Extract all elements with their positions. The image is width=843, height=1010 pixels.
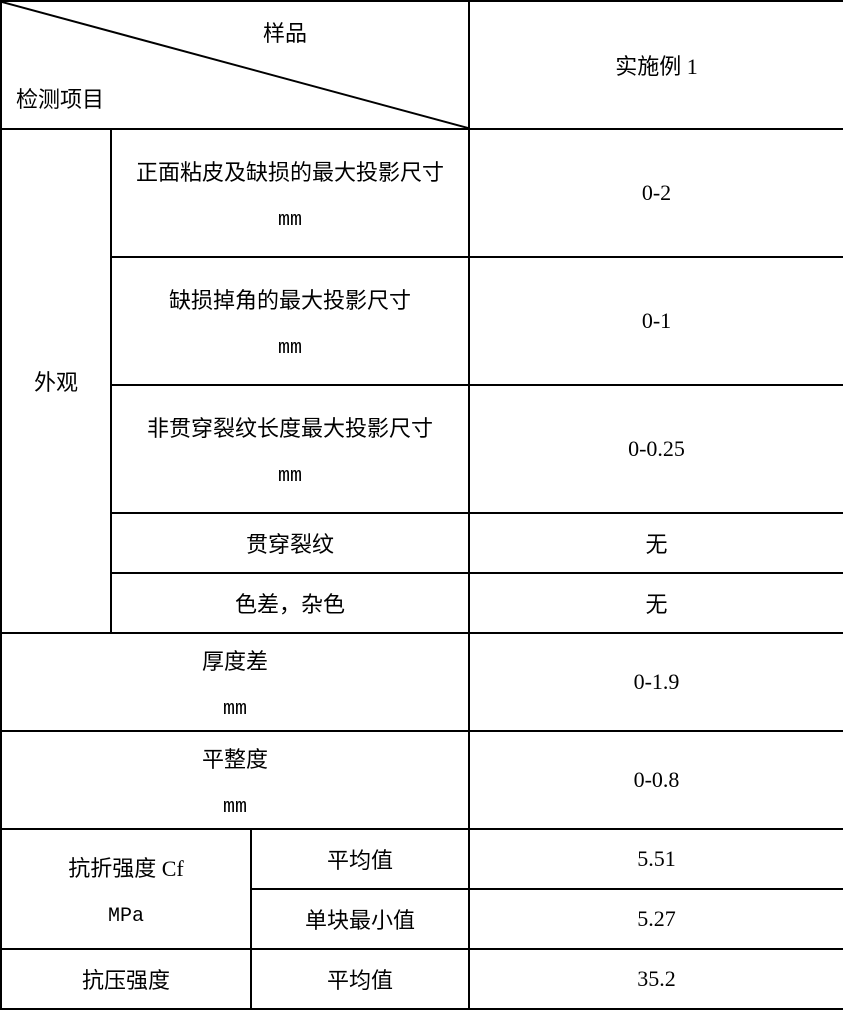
header-diagonal-cell: 样品 检测项目	[1, 1, 469, 129]
appearance-row-3-value: 无	[469, 513, 843, 573]
flexural-row-1-value: 5.27	[469, 889, 843, 949]
appearance-row-2-label: 非贯穿裂纹长度最大投影尺寸 mm	[111, 385, 469, 513]
flexural-row-1-label: 单块最小值	[251, 889, 469, 949]
spec-table: 样品 检测项目 实施例 1 外观 正面粘皮及缺损的最大投影尺寸 mm 0-2 缺…	[0, 0, 843, 1010]
appearance-group-label: 外观	[1, 129, 111, 633]
appearance-row-4-value: 无	[469, 573, 843, 633]
appearance-row-1-value: 0-1	[469, 257, 843, 385]
appearance-row-4-label: 色差，杂色	[111, 573, 469, 633]
flexural-group-label: 抗折强度 Cf MPa	[1, 829, 251, 949]
header-col-value: 实施例 1	[469, 1, 843, 129]
compressive-group-label: 抗压强度	[1, 949, 251, 1009]
header-top-label: 样品	[2, 16, 468, 48]
appearance-row-2-value: 0-0.25	[469, 385, 843, 513]
appearance-row-0-label: 正面粘皮及缺损的最大投影尺寸 mm	[111, 129, 469, 257]
flexural-row-0-value: 5.51	[469, 829, 843, 889]
appearance-row-3-label: 贯穿裂纹	[111, 513, 469, 573]
flexural-row-0-label: 平均值	[251, 829, 469, 889]
header-bottom-label: 检测项目	[16, 82, 104, 114]
thickness-value: 0-1.9	[469, 633, 843, 731]
compressive-row-0-label: 平均值	[251, 949, 469, 1009]
appearance-row-1-label: 缺损掉角的最大投影尺寸 mm	[111, 257, 469, 385]
flatness-value: 0-0.8	[469, 731, 843, 829]
thickness-label: 厚度差 mm	[1, 633, 469, 731]
compressive-row-0-value: 35.2	[469, 949, 843, 1009]
flatness-label: 平整度 mm	[1, 731, 469, 829]
appearance-row-0-value: 0-2	[469, 129, 843, 257]
